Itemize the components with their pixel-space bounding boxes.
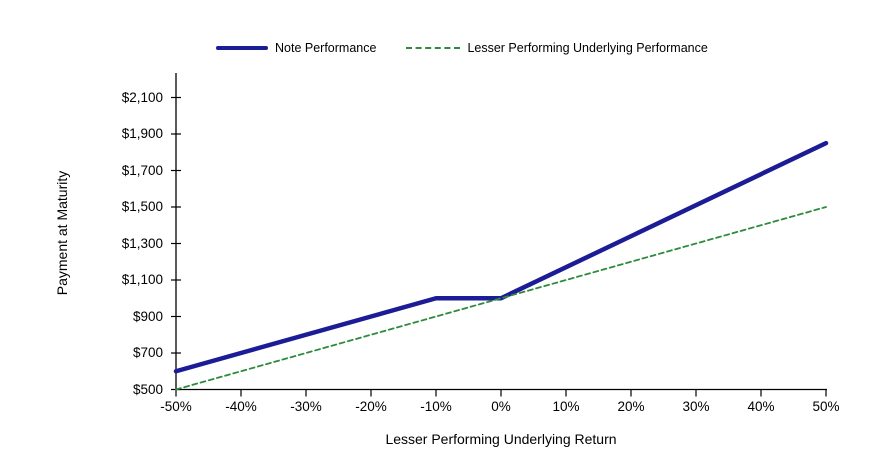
y-tick-label: $1,700 [121, 162, 163, 178]
y-tick-label: $1,900 [121, 126, 163, 141]
x-tick-label: 0% [491, 399, 511, 414]
y-tick-label: $500 [132, 381, 163, 397]
chart-legend: Note Performance Lesser Performing Under… [216, 41, 708, 55]
legend-label-note: Note Performance [275, 41, 377, 55]
x-tick-label: 20% [617, 399, 645, 414]
legend-label-underlying: Lesser Performing Underlying Performance [467, 41, 708, 55]
x-axis-title: Lesser Performing Underlying Return [385, 431, 617, 447]
x-tick-label: 50% [812, 399, 840, 414]
x-tick-label: -10% [420, 399, 452, 414]
x-tick-label: 30% [682, 399, 710, 414]
underlying-performance-line [175, 206, 827, 391]
x-tick-label: -40% [225, 399, 257, 414]
x-tick-label: -20% [355, 399, 387, 414]
y-tick-label: $1,300 [121, 235, 163, 251]
y-tick-label: $1,100 [121, 272, 163, 287]
y-tick-label: $1,500 [121, 199, 163, 214]
legend-item-underlying: Lesser Performing Underlying Performance [406, 41, 708, 55]
y-tick-label: $700 [132, 345, 163, 360]
underlying-line-swatch [406, 47, 461, 49]
x-tick-label: -30% [290, 399, 322, 414]
y-tick-label: $2,100 [121, 89, 163, 105]
y-tick-label: $900 [132, 308, 163, 324]
x-tick-label: 40% [747, 399, 775, 414]
legend-item-note: Note Performance [216, 41, 376, 55]
note-line-swatch [216, 45, 268, 51]
x-tick-label: -50% [160, 399, 192, 414]
note-performance-line [173, 140, 829, 374]
x-tick-label: 10% [552, 399, 580, 414]
